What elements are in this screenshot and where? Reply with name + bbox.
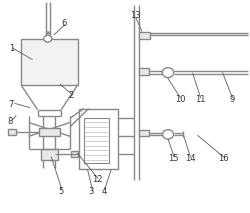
- Bar: [21, 39, 78, 85]
- Text: 16: 16: [218, 154, 229, 163]
- Circle shape: [44, 35, 52, 42]
- Text: 13: 13: [130, 12, 140, 20]
- Text: 9: 9: [230, 95, 235, 104]
- Bar: [139, 68, 149, 75]
- Bar: [139, 130, 149, 136]
- Text: 4: 4: [101, 187, 106, 196]
- Text: 3: 3: [88, 187, 94, 196]
- Text: 11: 11: [195, 95, 205, 104]
- Text: 10: 10: [175, 95, 185, 104]
- Text: 7: 7: [8, 100, 14, 109]
- Text: 5: 5: [58, 187, 64, 196]
- Bar: [84, 118, 109, 163]
- Text: 12: 12: [92, 176, 103, 184]
- Bar: [71, 151, 78, 157]
- Bar: [39, 128, 60, 136]
- Text: 14: 14: [185, 154, 195, 163]
- Bar: [79, 109, 118, 169]
- Text: 1: 1: [8, 45, 14, 53]
- Bar: [8, 129, 16, 135]
- Text: 15: 15: [168, 154, 179, 163]
- Circle shape: [162, 130, 173, 139]
- Text: 2: 2: [68, 91, 74, 100]
- Bar: [139, 32, 150, 39]
- Text: 6: 6: [61, 19, 66, 28]
- Bar: [41, 149, 58, 160]
- Text: 8: 8: [7, 117, 13, 126]
- Circle shape: [162, 68, 174, 78]
